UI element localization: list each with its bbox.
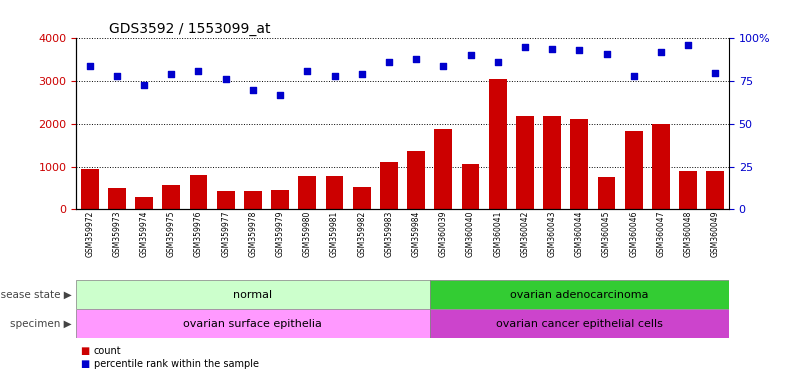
Point xyxy=(165,71,178,77)
Bar xyxy=(598,177,615,209)
Bar xyxy=(244,191,262,209)
Point xyxy=(600,51,613,57)
Point xyxy=(573,47,586,53)
Text: GDS3592 / 1553099_at: GDS3592 / 1553099_at xyxy=(109,22,270,36)
Point xyxy=(437,63,449,69)
Bar xyxy=(217,191,235,209)
Bar xyxy=(81,169,99,209)
Text: ovarian adenocarcinoma: ovarian adenocarcinoma xyxy=(510,290,649,300)
Bar xyxy=(652,124,670,209)
Point xyxy=(709,70,722,76)
Bar xyxy=(272,190,289,209)
Text: percentile rank within the sample: percentile rank within the sample xyxy=(94,359,259,369)
Text: normal: normal xyxy=(233,290,272,300)
Point xyxy=(83,63,96,69)
Bar xyxy=(326,176,344,209)
Point xyxy=(627,73,640,79)
Bar xyxy=(190,175,207,209)
Bar xyxy=(135,197,153,209)
Bar xyxy=(706,171,724,209)
Bar xyxy=(429,280,729,309)
Text: ovarian surface epithelia: ovarian surface epithelia xyxy=(183,318,322,329)
Text: disease state ▶: disease state ▶ xyxy=(0,290,72,300)
Point xyxy=(654,49,667,55)
Point xyxy=(545,46,558,52)
Point xyxy=(274,92,287,98)
Point xyxy=(409,56,422,62)
Text: count: count xyxy=(94,346,121,356)
Point xyxy=(111,73,123,79)
Point xyxy=(383,59,396,65)
Bar xyxy=(429,309,729,338)
Point xyxy=(192,68,205,74)
Bar xyxy=(353,187,371,209)
Point xyxy=(682,42,694,48)
Text: ovarian cancer epithelial cells: ovarian cancer epithelial cells xyxy=(496,318,662,329)
Point xyxy=(356,71,368,77)
Bar xyxy=(380,162,398,209)
Point xyxy=(219,76,232,83)
Bar xyxy=(163,184,180,209)
Bar xyxy=(299,176,316,209)
Point xyxy=(138,81,151,88)
Bar xyxy=(407,151,425,209)
Point xyxy=(301,68,314,74)
Point xyxy=(464,52,477,58)
Bar xyxy=(625,131,642,209)
Bar xyxy=(489,79,506,209)
Bar xyxy=(516,116,533,209)
Bar xyxy=(461,164,479,209)
Bar xyxy=(108,188,126,209)
Bar xyxy=(76,309,429,338)
Bar xyxy=(76,280,429,309)
Point xyxy=(247,87,260,93)
Bar xyxy=(434,129,452,209)
Point xyxy=(328,73,341,79)
Text: ■: ■ xyxy=(80,346,90,356)
Bar xyxy=(570,119,588,209)
Point xyxy=(518,44,531,50)
Text: ■: ■ xyxy=(80,359,90,369)
Bar xyxy=(679,171,697,209)
Point xyxy=(491,59,504,65)
Text: specimen ▶: specimen ▶ xyxy=(10,318,72,329)
Bar xyxy=(543,116,561,209)
